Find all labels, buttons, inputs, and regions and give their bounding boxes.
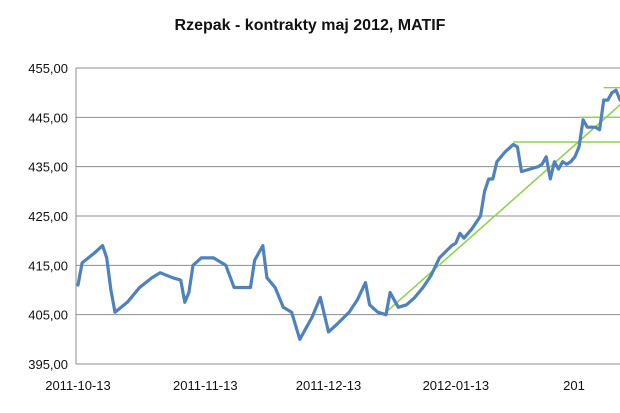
data-point [298,338,301,341]
data-point [578,146,580,148]
data-point [188,291,190,294]
data-point [356,299,359,301]
x-tick-label: 2012-01-13 [423,378,490,393]
data-point [483,190,486,193]
data-point [385,313,387,316]
data-point [574,156,576,158]
data-point [455,242,457,244]
y-tick-label: 435,00 [28,160,68,175]
data-point [138,286,141,289]
data-point [504,151,506,153]
data-point [114,311,116,314]
data-point [537,165,539,168]
y-tick-label: 445,00 [28,110,68,125]
data-point [364,281,367,284]
x-tick-label: 2011-11-13 [173,378,238,393]
data-point [438,257,441,259]
data-point [520,170,523,173]
data-point [151,276,153,279]
data-point [233,286,235,289]
data-point [487,178,490,180]
y-tick-label: 425,00 [28,209,68,224]
data-point [553,160,556,163]
data-point [479,215,482,217]
data-point [405,304,408,306]
data-point [249,286,252,289]
data-point [389,291,391,294]
data-point [463,237,465,239]
data-point [183,301,186,304]
data-point [335,323,338,326]
data-point [348,311,350,314]
data-point [241,286,244,289]
data-point [545,156,547,158]
data-point [422,286,424,289]
data-point [266,276,268,279]
data-point [471,227,474,230]
data-point [225,264,227,267]
data-point [93,252,96,254]
y-tick-label: 395,00 [28,357,68,372]
trend-line [385,103,620,313]
y-tick-label: 405,00 [28,308,68,323]
data-point [290,311,293,314]
x-tick-label: 2011-10-13 [45,378,111,393]
data-point [570,160,572,163]
data-point [368,304,371,306]
data-point [110,289,112,291]
data-point [615,89,617,91]
y-tick-label: 415,00 [28,258,68,273]
data-point [77,284,79,286]
data-point [541,163,543,165]
data-point [262,244,264,247]
data-point [496,160,498,163]
data-point [528,168,531,170]
data-point [430,274,432,277]
data-point [159,271,161,274]
data-point [282,306,285,309]
data-point [212,257,215,259]
data-point [594,126,597,128]
data-point [413,296,416,299]
data-point [459,232,461,235]
data-point [105,257,108,259]
data-point [171,276,174,279]
data-point [450,244,453,247]
x-tick-label: 2011-12-13 [296,378,362,393]
y-tick-label: 455,00 [28,61,68,76]
data-point [126,301,129,304]
data-point [101,244,104,247]
data-point [549,178,552,180]
data-point [598,128,601,131]
data-point [397,306,400,309]
data-point [565,163,568,165]
data-point [561,160,564,163]
data-point [311,316,313,318]
data-point [192,264,194,267]
data-point [557,168,560,170]
x-tick-label: 201 [563,378,585,393]
data-point [611,91,613,94]
data-point [602,99,605,101]
data-point [582,119,584,121]
data-point [512,143,515,146]
data-point [586,126,589,128]
data-point [327,331,330,333]
data-point [179,279,182,281]
series-line [76,88,620,341]
data-point [319,296,322,299]
data-point [516,146,519,148]
data-point [606,99,609,101]
data-point [377,311,379,314]
data-point [200,257,203,259]
data-point [81,262,83,264]
data-point [491,178,494,180]
chart-title: Rzepak - kontrakty maj 2012, MATIF [174,17,446,34]
data-point [253,259,256,262]
data-point [274,286,276,289]
